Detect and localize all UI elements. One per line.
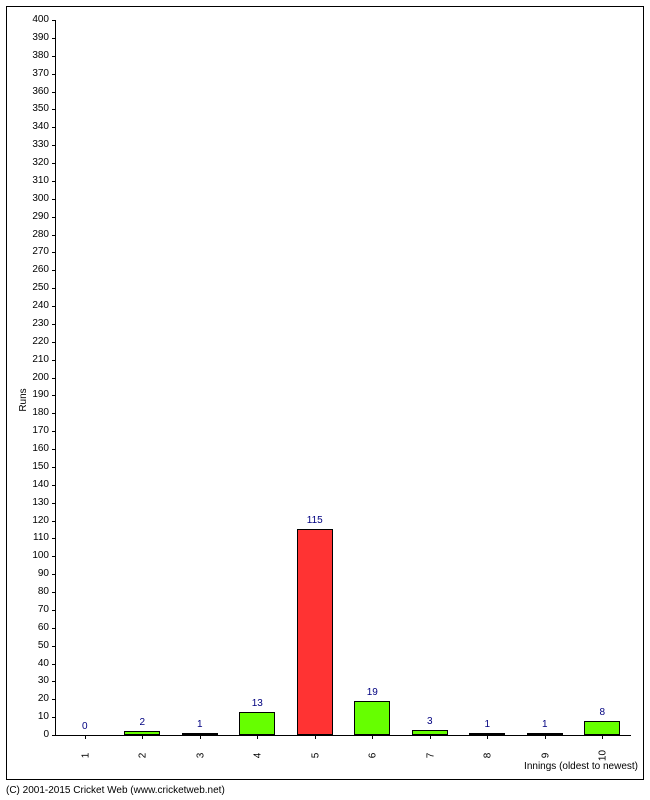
x-tick-mark (257, 735, 258, 739)
x-tick-label: 6 (366, 753, 379, 759)
x-tick-mark (85, 735, 86, 739)
y-tick-label: 150 (9, 462, 56, 472)
x-tick-mark (430, 735, 431, 739)
y-tick-label: 40 (9, 659, 56, 669)
bar-value-label: 3 (427, 716, 433, 727)
copyright-text: (C) 2001-2015 Cricket Web (www.cricketwe… (6, 785, 225, 796)
x-tick-label: 4 (251, 753, 264, 759)
y-tick-label: 180 (9, 408, 56, 418)
y-tick-label: 130 (9, 498, 56, 508)
bar-value-label: 1 (484, 719, 490, 730)
y-tick-label: 390 (9, 33, 56, 43)
bar-value-label: 2 (139, 717, 145, 728)
y-tick-label: 90 (9, 569, 56, 579)
x-axis-label: Innings (oldest to newest) (524, 761, 638, 772)
y-tick-label: 270 (9, 247, 56, 257)
x-tick-label: 3 (193, 753, 206, 759)
y-tick-label: 260 (9, 265, 56, 275)
x-tick-mark (200, 735, 201, 739)
y-tick-label: 200 (9, 373, 56, 383)
y-tick-label: 360 (9, 87, 56, 97)
y-tick-label: 250 (9, 283, 56, 293)
y-tick-label: 170 (9, 426, 56, 436)
y-tick-label: 230 (9, 319, 56, 329)
y-tick-label: 320 (9, 158, 56, 168)
bar-value-label: 8 (599, 707, 605, 718)
y-tick-label: 60 (9, 623, 56, 633)
x-tick-mark (602, 735, 603, 739)
y-tick-label: 290 (9, 212, 56, 222)
y-tick-label: 400 (9, 15, 56, 25)
y-tick-label: 330 (9, 140, 56, 150)
x-tick-mark (372, 735, 373, 739)
y-tick-label: 240 (9, 301, 56, 311)
x-tick-label: 7 (423, 753, 436, 759)
x-tick-label: 2 (136, 753, 149, 759)
y-tick-label: 50 (9, 641, 56, 651)
y-tick-label: 300 (9, 194, 56, 204)
bar-value-label: 13 (252, 698, 263, 709)
x-tick-label: 1 (78, 753, 91, 759)
x-tick-mark (142, 735, 143, 739)
x-tick-label: 8 (481, 753, 494, 759)
y-tick-label: 220 (9, 337, 56, 347)
x-tick-mark (487, 735, 488, 739)
y-tick-label: 120 (9, 516, 56, 526)
y-tick-label: 0 (9, 730, 56, 740)
y-tick-label: 10 (9, 712, 56, 722)
y-tick-label: 380 (9, 51, 56, 61)
y-tick-label: 110 (9, 533, 56, 543)
bar (239, 712, 275, 735)
bar-value-label: 0 (82, 721, 88, 732)
y-tick-label: 310 (9, 176, 56, 186)
y-tick-label: 140 (9, 480, 56, 490)
x-tick-mark (315, 735, 316, 739)
x-tick-label: 10 (596, 750, 609, 761)
bar-value-label: 1 (542, 719, 548, 730)
bar-value-label: 115 (307, 515, 323, 526)
bar (354, 701, 390, 735)
bar (297, 529, 333, 735)
x-tick-label: 5 (308, 753, 321, 759)
y-tick-label: 160 (9, 444, 56, 454)
y-tick-label: 210 (9, 355, 56, 365)
y-tick-label: 350 (9, 104, 56, 114)
y-tick-label: 370 (9, 69, 56, 79)
bar (584, 721, 620, 735)
y-tick-label: 30 (9, 676, 56, 686)
x-tick-mark (545, 735, 546, 739)
bar-value-label: 19 (367, 687, 378, 698)
y-tick-label: 280 (9, 230, 56, 240)
y-tick-label: 100 (9, 551, 56, 561)
y-tick-label: 70 (9, 605, 56, 615)
y-tick-label: 340 (9, 122, 56, 132)
x-tick-label: 9 (538, 753, 551, 759)
chart-container: Runs Innings (oldest to newest) 01020304… (0, 0, 650, 800)
y-tick-label: 190 (9, 390, 56, 400)
plot-area: 0102030405060708090100110120130140150160… (55, 20, 631, 736)
bar-value-label: 1 (197, 719, 203, 730)
y-tick-label: 20 (9, 694, 56, 704)
y-tick-label: 80 (9, 587, 56, 597)
